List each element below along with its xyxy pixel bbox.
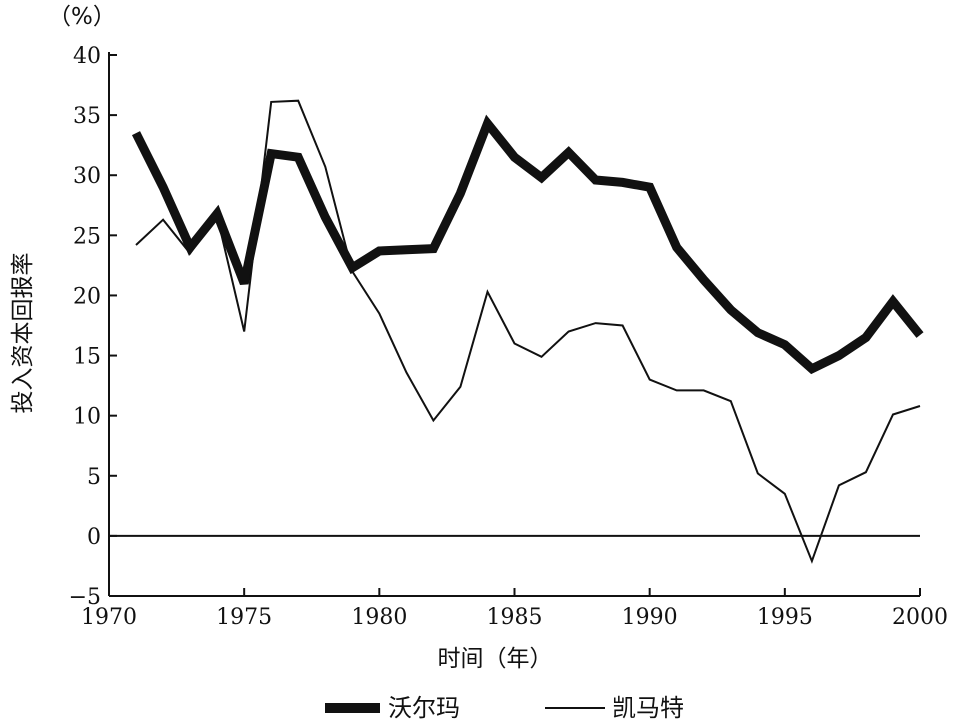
tick-labels: −5 0 5 10 15 20 25 30 35 40 1970 1975 1980 1985 1990 19…: [69, 44, 948, 630]
y-tick-label: 0: [87, 525, 101, 550]
series-layer: [131, 99, 924, 564]
y-tick-label: 5: [87, 465, 101, 490]
legend-label-kmart: 凯马特: [612, 694, 684, 722]
axes: [108, 52, 920, 597]
y-tick-label: 20: [73, 284, 101, 309]
y-tick-label: 30: [73, 164, 101, 189]
legend: 沃尔玛 凯马特: [325, 694, 684, 722]
series-line-walmart: [131, 114, 924, 375]
x-tick-label: 1970: [81, 605, 137, 630]
x-tick-label: 1990: [622, 605, 678, 630]
x-tick-label: 1985: [487, 605, 543, 630]
x-tick-label: 1975: [216, 605, 272, 630]
tick-marks: [108, 54, 921, 597]
legend-label-walmart: 沃尔玛: [388, 694, 460, 722]
y-tick-label: 35: [73, 104, 101, 129]
y-tick-label: −5: [69, 585, 101, 610]
y-axis-title: 投入资本回报率: [10, 253, 36, 414]
y-tick-label: 15: [73, 345, 101, 370]
x-axis-title: 时间（年）: [438, 646, 553, 672]
x-tick-label: 1995: [757, 605, 813, 630]
series-line-kmart: [135, 99, 921, 564]
x-tick-label: 1980: [351, 605, 407, 630]
y-unit-label: （%）: [48, 4, 116, 30]
y-tick-label: 40: [73, 44, 101, 69]
x-tick-label: 2000: [892, 605, 948, 630]
y-tick-label: 25: [73, 224, 101, 249]
y-tick-label: 10: [73, 405, 101, 430]
